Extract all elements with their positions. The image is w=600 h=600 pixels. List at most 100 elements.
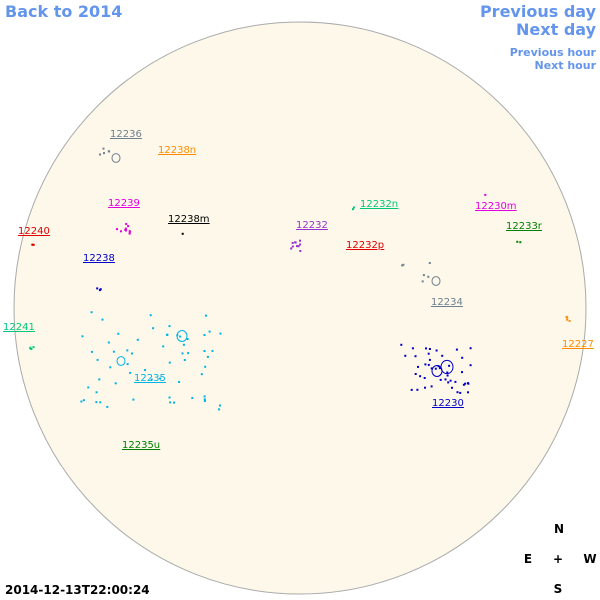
sunspot	[566, 316, 569, 319]
sunspot	[126, 349, 129, 352]
sunspot	[120, 230, 122, 233]
sunspot	[424, 363, 427, 366]
sunspot	[96, 287, 99, 290]
sunspot	[421, 280, 424, 283]
region-label: 12239	[108, 198, 140, 209]
sunspot	[218, 408, 220, 411]
region-label: 12240	[18, 226, 50, 237]
sunspot	[87, 386, 90, 389]
sunspot	[446, 371, 449, 374]
sunspot-ring	[116, 356, 126, 366]
sunspot	[459, 391, 462, 394]
sunspot	[435, 349, 438, 352]
sunspot	[108, 150, 111, 153]
region-label: 12234	[431, 297, 463, 308]
sunspot	[90, 350, 93, 353]
sunspot	[128, 232, 131, 235]
back-link[interactable]: Back to 2014	[5, 2, 122, 21]
region-label: 12241	[3, 322, 35, 333]
sunspot	[427, 352, 430, 355]
next-hour-link[interactable]: Next hour	[535, 59, 597, 72]
sunspot	[439, 378, 442, 381]
sunspot	[136, 338, 139, 341]
sunspot	[129, 371, 132, 374]
region-label: 12233r	[506, 221, 543, 232]
sunspot	[430, 367, 433, 370]
sunspot	[291, 245, 294, 248]
sunspot	[461, 356, 464, 359]
region-label: 12232	[296, 220, 328, 231]
sunspot	[96, 358, 99, 361]
sunspot	[179, 335, 182, 338]
sunspot	[168, 361, 171, 364]
sunspot	[294, 241, 297, 244]
sunspot	[404, 354, 407, 357]
sunspot	[219, 404, 221, 407]
region-label: 12235u	[122, 440, 160, 451]
sunspot	[98, 289, 101, 292]
sunspot	[95, 391, 98, 394]
sunspot	[203, 334, 206, 336]
sunspot	[516, 240, 519, 243]
sunspot	[144, 369, 146, 372]
sunspot	[204, 365, 207, 368]
sunspot	[208, 330, 211, 333]
sunspot	[456, 391, 459, 394]
sunspot	[464, 382, 467, 385]
sunspot	[131, 352, 133, 355]
sunspot	[203, 398, 206, 401]
sunspot	[414, 373, 417, 375]
sunspot	[98, 378, 101, 381]
sunspot	[149, 314, 152, 317]
sunspot	[414, 355, 417, 358]
sunspot	[126, 363, 129, 366]
sunspot	[191, 397, 194, 399]
sunspot	[128, 230, 131, 233]
sunspot	[168, 396, 171, 399]
sunspot	[428, 262, 431, 264]
sunspot	[109, 366, 112, 369]
region-label: 12227	[562, 339, 594, 350]
sunspot	[203, 395, 206, 398]
compass-center: +	[553, 552, 563, 566]
sunspot	[410, 388, 413, 391]
sunspot	[125, 223, 128, 225]
sunspot	[352, 208, 354, 211]
timestamp: 2014-12-13T22:00:24	[5, 583, 150, 597]
sunspot	[297, 245, 300, 248]
sunspot	[181, 232, 184, 235]
sunspot	[416, 388, 419, 391]
sunspot-ring	[176, 330, 188, 342]
sunspot	[428, 358, 431, 361]
sunspot	[434, 367, 437, 370]
sunspot	[182, 343, 185, 346]
sunspot	[423, 377, 426, 379]
sunspot	[299, 250, 302, 252]
previous-hour-link[interactable]: Previous hour	[510, 46, 597, 59]
sunspot	[467, 391, 469, 394]
sunspot	[568, 319, 571, 322]
previous-day-link[interactable]: Previous day	[480, 2, 597, 21]
sunspot	[95, 401, 98, 404]
sunspot	[299, 243, 302, 246]
sunspot	[200, 373, 203, 376]
next-day-link[interactable]: Next day	[516, 20, 597, 39]
sunspot	[186, 338, 189, 340]
region-label: 12232n	[360, 199, 398, 210]
sunspot	[449, 379, 452, 382]
sunspot	[101, 318, 104, 321]
sunspot	[124, 228, 127, 231]
sunspot	[291, 242, 294, 244]
sunspot	[173, 401, 175, 404]
sunspot	[124, 227, 127, 230]
sunspot	[82, 399, 85, 402]
sunspot	[427, 275, 430, 278]
sunspot	[30, 348, 33, 350]
sunspot	[469, 364, 472, 367]
sunspot	[402, 263, 405, 266]
sunspot	[430, 385, 433, 388]
sunspot	[90, 311, 93, 314]
region-label: 12235	[134, 373, 166, 384]
sunspots	[29, 147, 571, 411]
